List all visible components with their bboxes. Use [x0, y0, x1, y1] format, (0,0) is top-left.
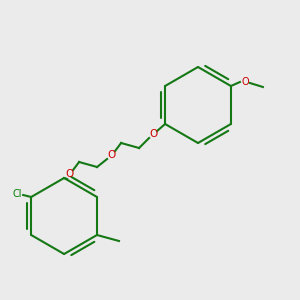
Text: O: O [241, 77, 249, 87]
Text: O: O [65, 169, 73, 179]
Text: O: O [149, 129, 157, 139]
Text: Cl: Cl [12, 189, 22, 199]
Text: O: O [107, 150, 115, 160]
